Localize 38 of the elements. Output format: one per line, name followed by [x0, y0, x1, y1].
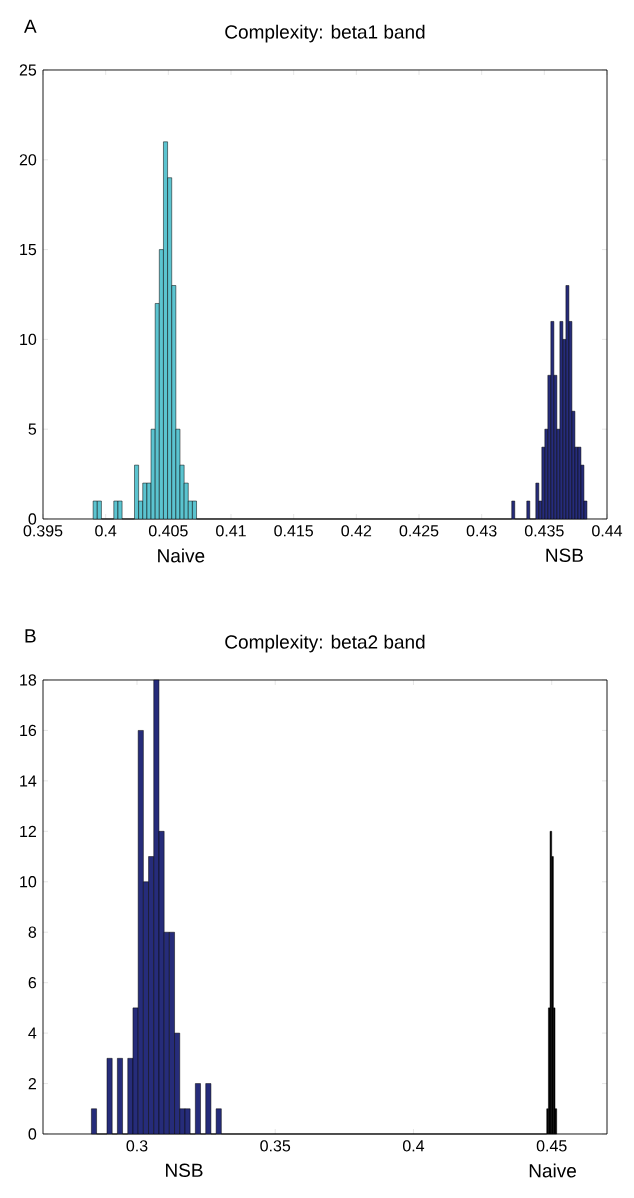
x-tick-label: 0.44 [592, 525, 623, 537]
x-tick-label: 0.4 [402, 1140, 425, 1152]
chart-title: Complexity: beta2 band [225, 634, 425, 653]
x-tick-label: 0.395 [23, 525, 63, 537]
y-tick-label: 6 [28, 977, 37, 989]
annotation: NSB [166, 1163, 203, 1177]
x-tick-label: 0.425 [399, 525, 439, 537]
x-tick-label: 0.42 [341, 525, 372, 537]
x-tick-label: 0.41 [216, 525, 246, 537]
x-tick-label: 0.35 [260, 1140, 291, 1152]
y-tick-label: 0 [28, 513, 37, 525]
y-tick-label: 16 [20, 724, 37, 737]
x-tick-label: 0.405 [148, 525, 188, 537]
y-tick-label: 18 [20, 674, 37, 686]
chart-title: Complexity: beta1 band [225, 24, 425, 43]
x-tick-label: 0.43 [466, 525, 497, 537]
y-tick-label: 10 [20, 333, 37, 346]
y-tick-label: 15 [20, 244, 37, 256]
x-tick-label: 0.4 [95, 525, 117, 537]
y-tick-label: 0 [28, 1128, 37, 1140]
text: B [25, 629, 36, 643]
y-tick-label: 4 [28, 1027, 37, 1039]
y-tick-label: 14 [20, 775, 37, 787]
y-tick-label: 10 [20, 876, 37, 888]
annotation: Naive [158, 548, 205, 563]
x-tick-label: 0.45 [536, 1140, 567, 1152]
x-tick-label: 0.3 [126, 1140, 148, 1152]
annotation: NSB [546, 548, 583, 562]
y-tick-label: 5 [28, 423, 37, 435]
x-tick-label: 0.435 [524, 525, 564, 537]
y-tick-label: 8 [28, 926, 37, 938]
annotation: Naive [529, 1163, 576, 1178]
y-tick-label: 25 [19, 64, 37, 76]
text: A [24, 19, 37, 33]
y-tick-label: 12 [20, 825, 36, 837]
y-tick-label: 20 [19, 154, 37, 166]
y-tick-label: 2 [28, 1077, 36, 1090]
x-tick-label: 0.415 [274, 525, 313, 537]
